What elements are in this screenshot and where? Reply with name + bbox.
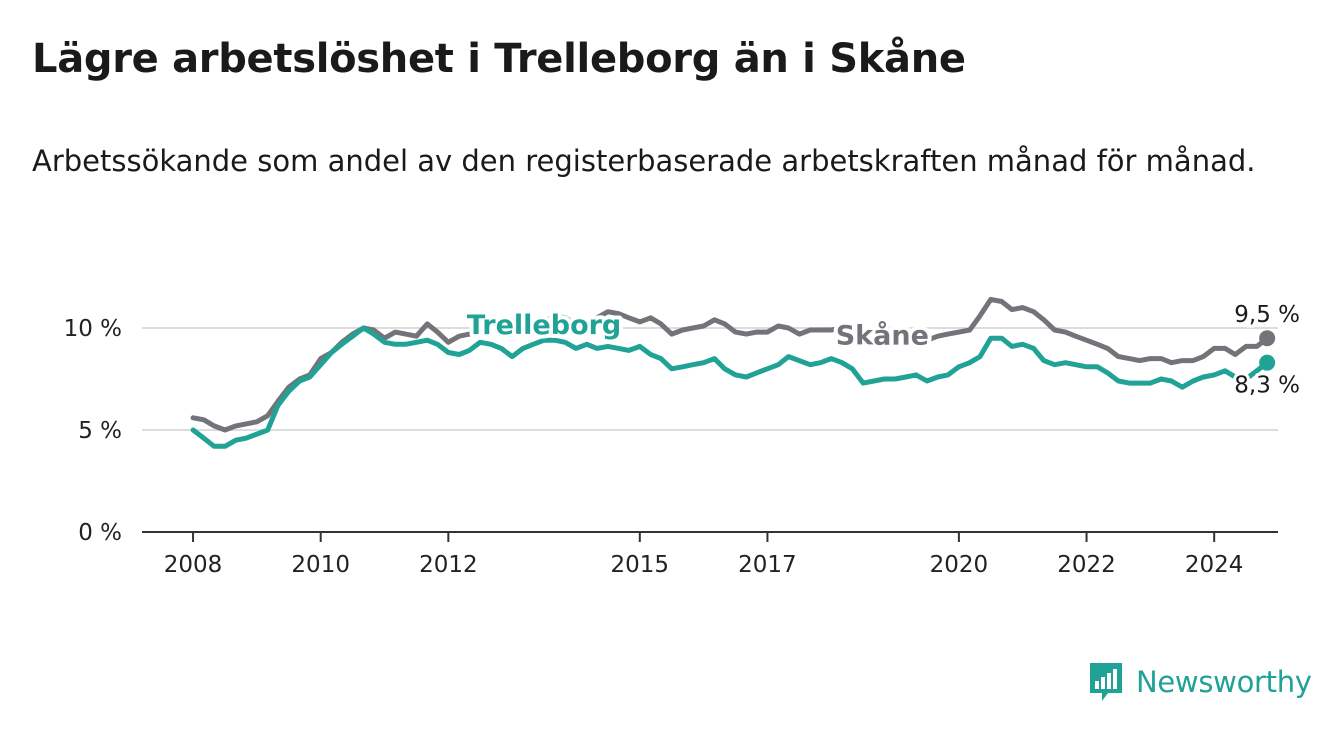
- series-name-label: Skåne: [836, 319, 929, 351]
- x-axis: 0 % 5 % 10 % 2008 2010 2012 2015 2017 2020 2022 20…: [64, 316, 1278, 578]
- x-tick-label: 2022: [1057, 552, 1116, 578]
- x-tick-label: 2024: [1185, 552, 1244, 578]
- y-tick-label: 10 %: [64, 316, 122, 342]
- x-tick-label: 2017: [738, 552, 797, 578]
- y-tick-label: 5 %: [78, 418, 122, 444]
- series-labels: 9,5 % 8,3 % Trelleborg Skåne: [463, 299, 1303, 401]
- y-tick-label: 0 %: [78, 520, 122, 546]
- x-tick-label: 2015: [611, 552, 670, 578]
- x-tick-label: 2008: [164, 552, 223, 578]
- series-line-skane: [190, 296, 1270, 433]
- x-tick-label: 2010: [291, 552, 350, 578]
- end-point-marker: [1259, 330, 1276, 347]
- end-value-label: 8,3 %: [1234, 373, 1300, 399]
- x-tick-label: 2012: [419, 552, 478, 578]
- grid-lines: [142, 327, 1278, 431]
- series-line-trelleborg: [190, 325, 1270, 449]
- x-tick-label: 2020: [930, 552, 989, 578]
- series-lines: [190, 296, 1270, 449]
- newsworthy-logo-icon: [1090, 663, 1122, 701]
- chart-subtitle: Arbetssökande som andel av den registerb…: [32, 144, 1256, 178]
- chart-title: Lägre arbetslöshet i Trelleborg än i Skå…: [32, 36, 966, 82]
- end-value-label: 9,5 %: [1234, 302, 1300, 328]
- brand-logo: Newsworthy: [1088, 660, 1312, 704]
- end-point-marker: [1259, 354, 1276, 371]
- brand-name: Newsworthy: [1136, 665, 1312, 699]
- series-name-label: Trelleborg: [467, 310, 621, 341]
